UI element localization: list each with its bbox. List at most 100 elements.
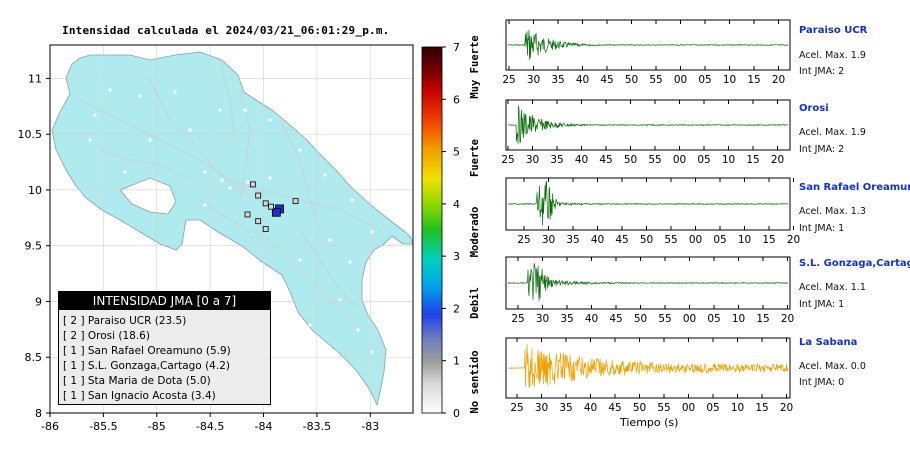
town-marker — [188, 128, 192, 132]
legend-row: [ 1 ] Sta Maria de Dota (5.0) — [63, 375, 211, 387]
land-polygon — [51, 51, 414, 407]
x-tick-label: -84 — [255, 420, 273, 433]
station-peak-accel: Acel. Max. 1.9 — [799, 127, 866, 138]
intensity-legend: INTENSIDAD JMA [0 a 7] [ 2 ] Paraiso UCR… — [58, 291, 271, 405]
town-marker — [323, 173, 327, 177]
legend-row: [ 1 ] San Rafael Oreamuno (5.9) — [63, 345, 231, 357]
colorbar-tick-label: 6 — [453, 93, 460, 106]
time-tick-label: 40 — [576, 74, 589, 86]
x-tick-label: -83.5 — [303, 420, 331, 433]
station-name: San Rafael Oreamuno — [799, 182, 910, 193]
colorbar-tick-label: 0 — [453, 407, 460, 420]
road-line — [219, 59, 236, 141]
time-tick-label: 15 — [746, 154, 759, 166]
legend-header: INTENSIDAD JMA [0 a 7] — [59, 292, 270, 310]
x-tick-label: -83 — [361, 420, 379, 433]
time-tick-label: 40 — [591, 234, 604, 246]
time-tick-label: 40 — [585, 313, 598, 325]
road-line — [299, 229, 361, 311]
time-tick-label: 55 — [648, 154, 661, 166]
colorbar-tick-label: 3 — [453, 250, 460, 263]
time-tick-label: 30 — [535, 402, 548, 414]
time-tick-label: 25 — [511, 313, 524, 325]
time-tick-label: 35 — [566, 234, 579, 246]
town-marker — [268, 176, 272, 180]
y-tick-label: 11 — [28, 72, 42, 85]
x-tick-label: -84.5 — [196, 420, 224, 433]
map-frame — [49, 44, 414, 414]
time-tick-label: 15 — [762, 234, 775, 246]
station-marker — [262, 200, 269, 207]
time-tick-label: 15 — [756, 313, 769, 325]
station-peak-accel: Acel. Max. 1.9 — [799, 50, 866, 61]
time-tick-label: 05 — [697, 154, 710, 166]
road-line — [79, 99, 381, 231]
y-tick-label: 8 — [35, 407, 42, 420]
y-tick-label: 9 — [35, 295, 42, 308]
station-peak-accel: Acel. Max. 1.1 — [799, 282, 866, 293]
town-marker — [108, 88, 112, 92]
time-tick-label: 10 — [731, 402, 744, 414]
town-marker — [203, 170, 207, 174]
time-tick-label: 15 — [747, 74, 760, 86]
time-tick-label: 50 — [634, 313, 647, 325]
station-jma-intensity: Int JMA: 2 — [799, 66, 845, 77]
seismogram-trace — [507, 105, 789, 145]
x-tick-label: -86 — [41, 420, 59, 433]
time-tick-label: 40 — [584, 402, 597, 414]
town-marker — [370, 350, 374, 354]
time-axis-label: Tiempo (s) — [620, 416, 679, 429]
seismogram-trace — [507, 343, 789, 388]
town-marker — [123, 170, 127, 174]
time-tick-label: 20 — [771, 154, 784, 166]
colorbar — [421, 46, 443, 414]
station-jma-intensity: Int JMA: 2 — [799, 144, 845, 155]
town-marker — [286, 298, 290, 302]
time-tick-label: 00 — [674, 74, 687, 86]
town-marker — [243, 108, 247, 112]
time-tick-label: 50 — [625, 74, 638, 86]
colorbar-category-label: Debil — [469, 287, 481, 319]
station-name: Orosi — [799, 103, 829, 114]
town-marker — [308, 323, 312, 327]
town-marker — [356, 328, 360, 332]
time-tick-label: 50 — [624, 154, 637, 166]
x-tick-label: -85.5 — [89, 420, 117, 433]
road-line — [149, 79, 251, 196]
gulf-shape — [119, 177, 177, 215]
station-name: Paraiso UCR — [799, 25, 868, 36]
x-tick-label: -85 — [148, 420, 166, 433]
time-tick-label: 50 — [633, 402, 646, 414]
town-marker — [93, 113, 97, 117]
time-tick-label: 55 — [649, 74, 662, 86]
town-marker — [350, 198, 354, 202]
station-marker — [262, 226, 269, 232]
colorbar-category-label: Fuerte — [469, 139, 481, 177]
town-marker — [228, 186, 232, 190]
time-tick-label: 00 — [683, 313, 696, 325]
time-tick-label: 20 — [772, 74, 785, 86]
town-marker — [328, 238, 332, 242]
seismogram-trace — [508, 180, 789, 226]
map-title: Intensidad calculada el 2024/03/21_06:01… — [62, 24, 390, 37]
colorbar-category-label: Muy Fuerte — [469, 35, 481, 98]
time-tick-label: 55 — [664, 234, 677, 246]
town-marker — [298, 148, 302, 152]
time-tick-label: 30 — [527, 74, 540, 86]
time-tick-label: 25 — [501, 154, 514, 166]
time-tick-label: 00 — [682, 402, 695, 414]
time-tick-label: 10 — [722, 154, 735, 166]
time-tick-label: 45 — [615, 234, 628, 246]
time-tick-label: 20 — [780, 402, 793, 414]
time-tick-label: 35 — [550, 154, 563, 166]
seismogram-trace — [507, 263, 789, 301]
town-marker — [218, 108, 222, 112]
time-tick-label: 15 — [755, 402, 768, 414]
station-jma-intensity: Int JMA: 1 — [799, 223, 845, 234]
road-line — [99, 149, 191, 181]
town-marker — [298, 258, 302, 262]
time-tick-label: 45 — [609, 313, 622, 325]
legend-row: [ 2 ] Paraiso UCR (23.5) — [63, 315, 187, 327]
time-tick-label: 05 — [706, 402, 719, 414]
time-tick-label: 45 — [608, 402, 621, 414]
